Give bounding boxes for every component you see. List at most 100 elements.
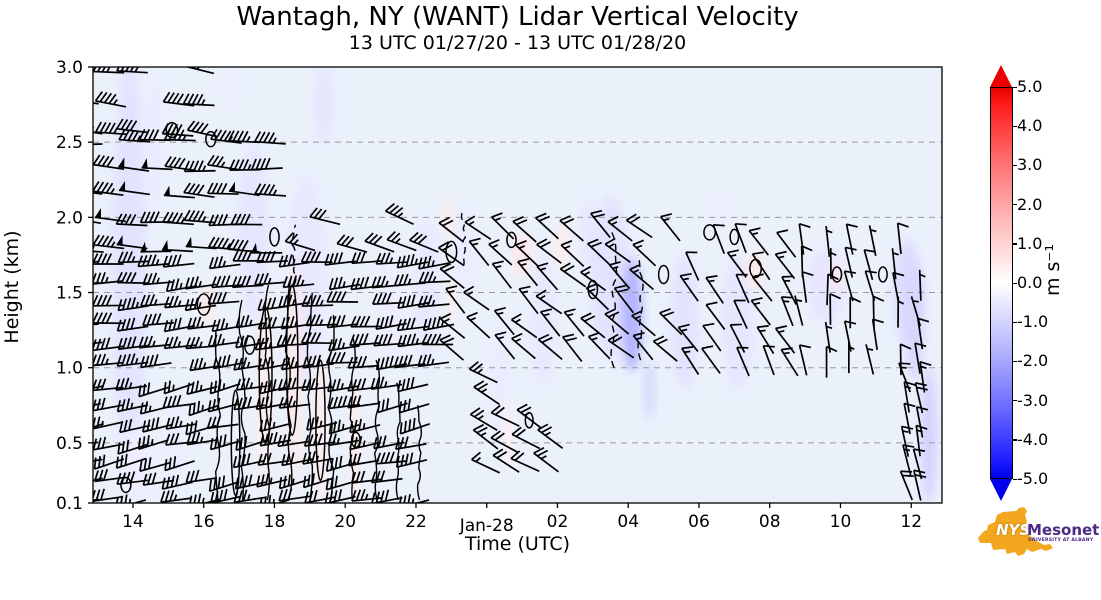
- x-tick-label: Jan-28: [459, 516, 514, 536]
- wind-barb: [800, 245, 813, 277]
- y-tick-label: 0.5: [56, 434, 83, 454]
- wind-barb: [256, 250, 288, 264]
- x-tick-label: 14: [122, 512, 144, 532]
- wind-barb: [397, 376, 429, 393]
- wind-barb: [559, 215, 584, 242]
- wind-barb: [863, 249, 876, 281]
- contour-ring: [445, 240, 458, 264]
- colorbar-tickmark: [1013, 360, 1017, 363]
- wind-barb: [183, 160, 216, 173]
- wind-barb: [227, 130, 260, 144]
- wind-barb: [563, 308, 585, 337]
- wind-barb: [518, 285, 539, 315]
- chart-title: Wantagh, NY (WANT) Lidar Vertical Veloci…: [236, 2, 799, 32]
- wind-barb: [301, 294, 334, 307]
- wind-barb: [118, 180, 150, 196]
- wind-barb: [118, 157, 150, 172]
- contour-ring: [315, 359, 326, 482]
- colorbar-tickmark: [1013, 400, 1017, 402]
- wind-barb: [914, 342, 927, 374]
- wind-barb: [306, 416, 338, 431]
- wind-barb: [421, 333, 454, 346]
- colorbar-label: m s⁻¹: [1042, 243, 1064, 297]
- wind-barb: [164, 456, 195, 472]
- wind-barb: [185, 469, 218, 484]
- wind-barb: [254, 183, 287, 197]
- wind-barb: [93, 187, 103, 195]
- contour-ring: [657, 264, 670, 285]
- wind-barb: [370, 470, 403, 484]
- wind-barb: [516, 403, 543, 430]
- wind-barb: [409, 231, 439, 253]
- downdraft-shade: [591, 194, 630, 361]
- wind-barb: [536, 262, 559, 291]
- wind-barb: [491, 260, 513, 289]
- wind-barb: [774, 250, 796, 280]
- updraft-shade: [831, 259, 843, 290]
- wind-barb: [116, 317, 149, 332]
- wind-barb: [915, 406, 929, 438]
- wind-barb: [347, 452, 380, 467]
- wind-barb: [300, 251, 333, 264]
- wind-barb: [370, 376, 403, 391]
- wind-barb: [93, 143, 103, 146]
- wind-barb: [625, 213, 653, 239]
- colorbar-tickmark: [1013, 439, 1017, 441]
- wind-barb: [328, 395, 361, 410]
- wind-barb: [364, 232, 395, 253]
- wind-barb: [399, 417, 431, 435]
- wind-barb: [469, 407, 498, 431]
- wind-barb: [604, 308, 630, 335]
- wind-barb: [418, 255, 450, 270]
- wind-barb-layer: [93, 67, 932, 503]
- wind-barb: [278, 294, 310, 308]
- contour-ring: [877, 266, 888, 283]
- wind-barb: [652, 335, 678, 362]
- wind-barb: [490, 404, 520, 427]
- colorbar-ticks: 5.0 4.0 3.0 2.0 1.0 0.0 -1.0 -2.0 -3.0 -4.0 -5.0: [1013, 66, 1077, 500]
- wind-barb: [118, 129, 151, 143]
- updraft-shade: [746, 251, 765, 289]
- wind-barb: [659, 308, 683, 336]
- wind-barb: [872, 295, 885, 328]
- wind-barb: [679, 272, 699, 302]
- wind-barb: [422, 316, 455, 332]
- wind-barb: [235, 314, 268, 329]
- wind-barb: [302, 354, 335, 369]
- wind-barb: [161, 239, 193, 253]
- contour-line: [291, 224, 297, 286]
- colorbar-tickmark: [1013, 243, 1017, 245]
- wind-barb: [208, 475, 240, 493]
- wind-barb: [93, 181, 124, 197]
- wind-barb: [825, 225, 833, 257]
- wind-barb: [186, 380, 218, 395]
- wind-barb: [868, 225, 877, 257]
- wind-barb: [438, 216, 464, 243]
- wind-barb: [93, 341, 103, 345]
- wind-barb: [93, 234, 125, 250]
- wind-barb: [93, 477, 103, 482]
- x-tick-label: 10: [830, 512, 852, 532]
- wind-barb: [140, 354, 172, 369]
- wind-barb: [93, 468, 126, 483]
- wind-barb: [517, 258, 539, 287]
- wind-barb: [397, 333, 429, 348]
- wind-barb: [794, 295, 804, 326]
- wind-barb: [206, 415, 239, 430]
- wind-barb: [259, 431, 292, 447]
- wind-barb: [115, 213, 148, 227]
- wind-barb: [207, 291, 240, 305]
- wind-barb: [232, 250, 265, 262]
- wind-barb: [142, 417, 174, 433]
- colorbar-tick-label: -2.0: [1017, 351, 1049, 371]
- wind-barb: [917, 317, 930, 350]
- ny-state-icon: [978, 507, 1053, 556]
- wind-barb: [781, 275, 797, 305]
- y-tick-label: 2.0: [56, 208, 83, 228]
- wind-barb: [117, 297, 150, 312]
- contour-line: [460, 209, 467, 266]
- wind-barb: [631, 310, 656, 337]
- colorbar-tick-label: -3.0: [1017, 390, 1049, 410]
- wind-barb: [393, 354, 426, 369]
- contour-ring: [165, 121, 179, 139]
